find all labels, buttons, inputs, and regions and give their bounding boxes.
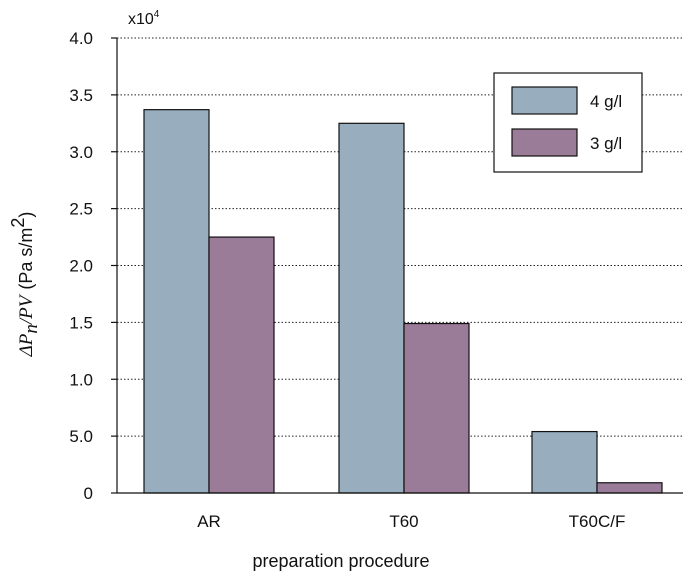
x-tick-label: AR	[197, 512, 221, 531]
y-tick-label: 5.0	[69, 427, 93, 446]
y-tick-labels: 0 5.0 1.0 1.5 2.0 2.5 3.0 3.5 4.0	[69, 29, 93, 503]
y-tick-label: 3.5	[69, 86, 93, 105]
y-tick-label: 2.5	[69, 200, 93, 219]
bars	[143, 109, 663, 494]
legend: 4 g/l 3 g/l	[493, 72, 643, 173]
legend-label: 3 g/l	[590, 134, 622, 153]
bar-ar-1	[143, 109, 210, 494]
legend-swatch	[511, 128, 578, 157]
x-tick-label: T60C/F	[569, 512, 626, 531]
y-tick-label: 3.0	[69, 143, 93, 162]
y-tick-label: 0	[84, 484, 93, 503]
y-tick-label: 4.0	[69, 29, 93, 48]
y-axis-title: ΔPn/PV(Pa s/m2)	[8, 212, 42, 358]
x-tick-label: T60	[389, 512, 418, 531]
bar-t60c-f-2	[596, 482, 663, 494]
bar-t60-2	[403, 322, 470, 494]
x-axis-title: preparation procedure	[252, 551, 429, 571]
bar-t60-1	[338, 122, 405, 494]
bar-t60c-f-1	[531, 430, 598, 494]
axes	[111, 37, 683, 494]
bar-ar-2	[208, 236, 275, 494]
y-tick-label: 2.0	[69, 257, 93, 276]
svg-text:ΔPn/PV(Pa s/m2): ΔPn/PV(Pa s/m2)	[8, 212, 42, 358]
x-tick-labels: AR T60 T60C/F	[197, 512, 625, 531]
y-tick-label: 1.5	[69, 313, 93, 332]
legend-label: 4 g/l	[590, 92, 622, 111]
y-tick-label: 1.0	[69, 370, 93, 389]
legend-swatch	[511, 86, 578, 115]
y-multiplier: x104	[128, 9, 160, 28]
